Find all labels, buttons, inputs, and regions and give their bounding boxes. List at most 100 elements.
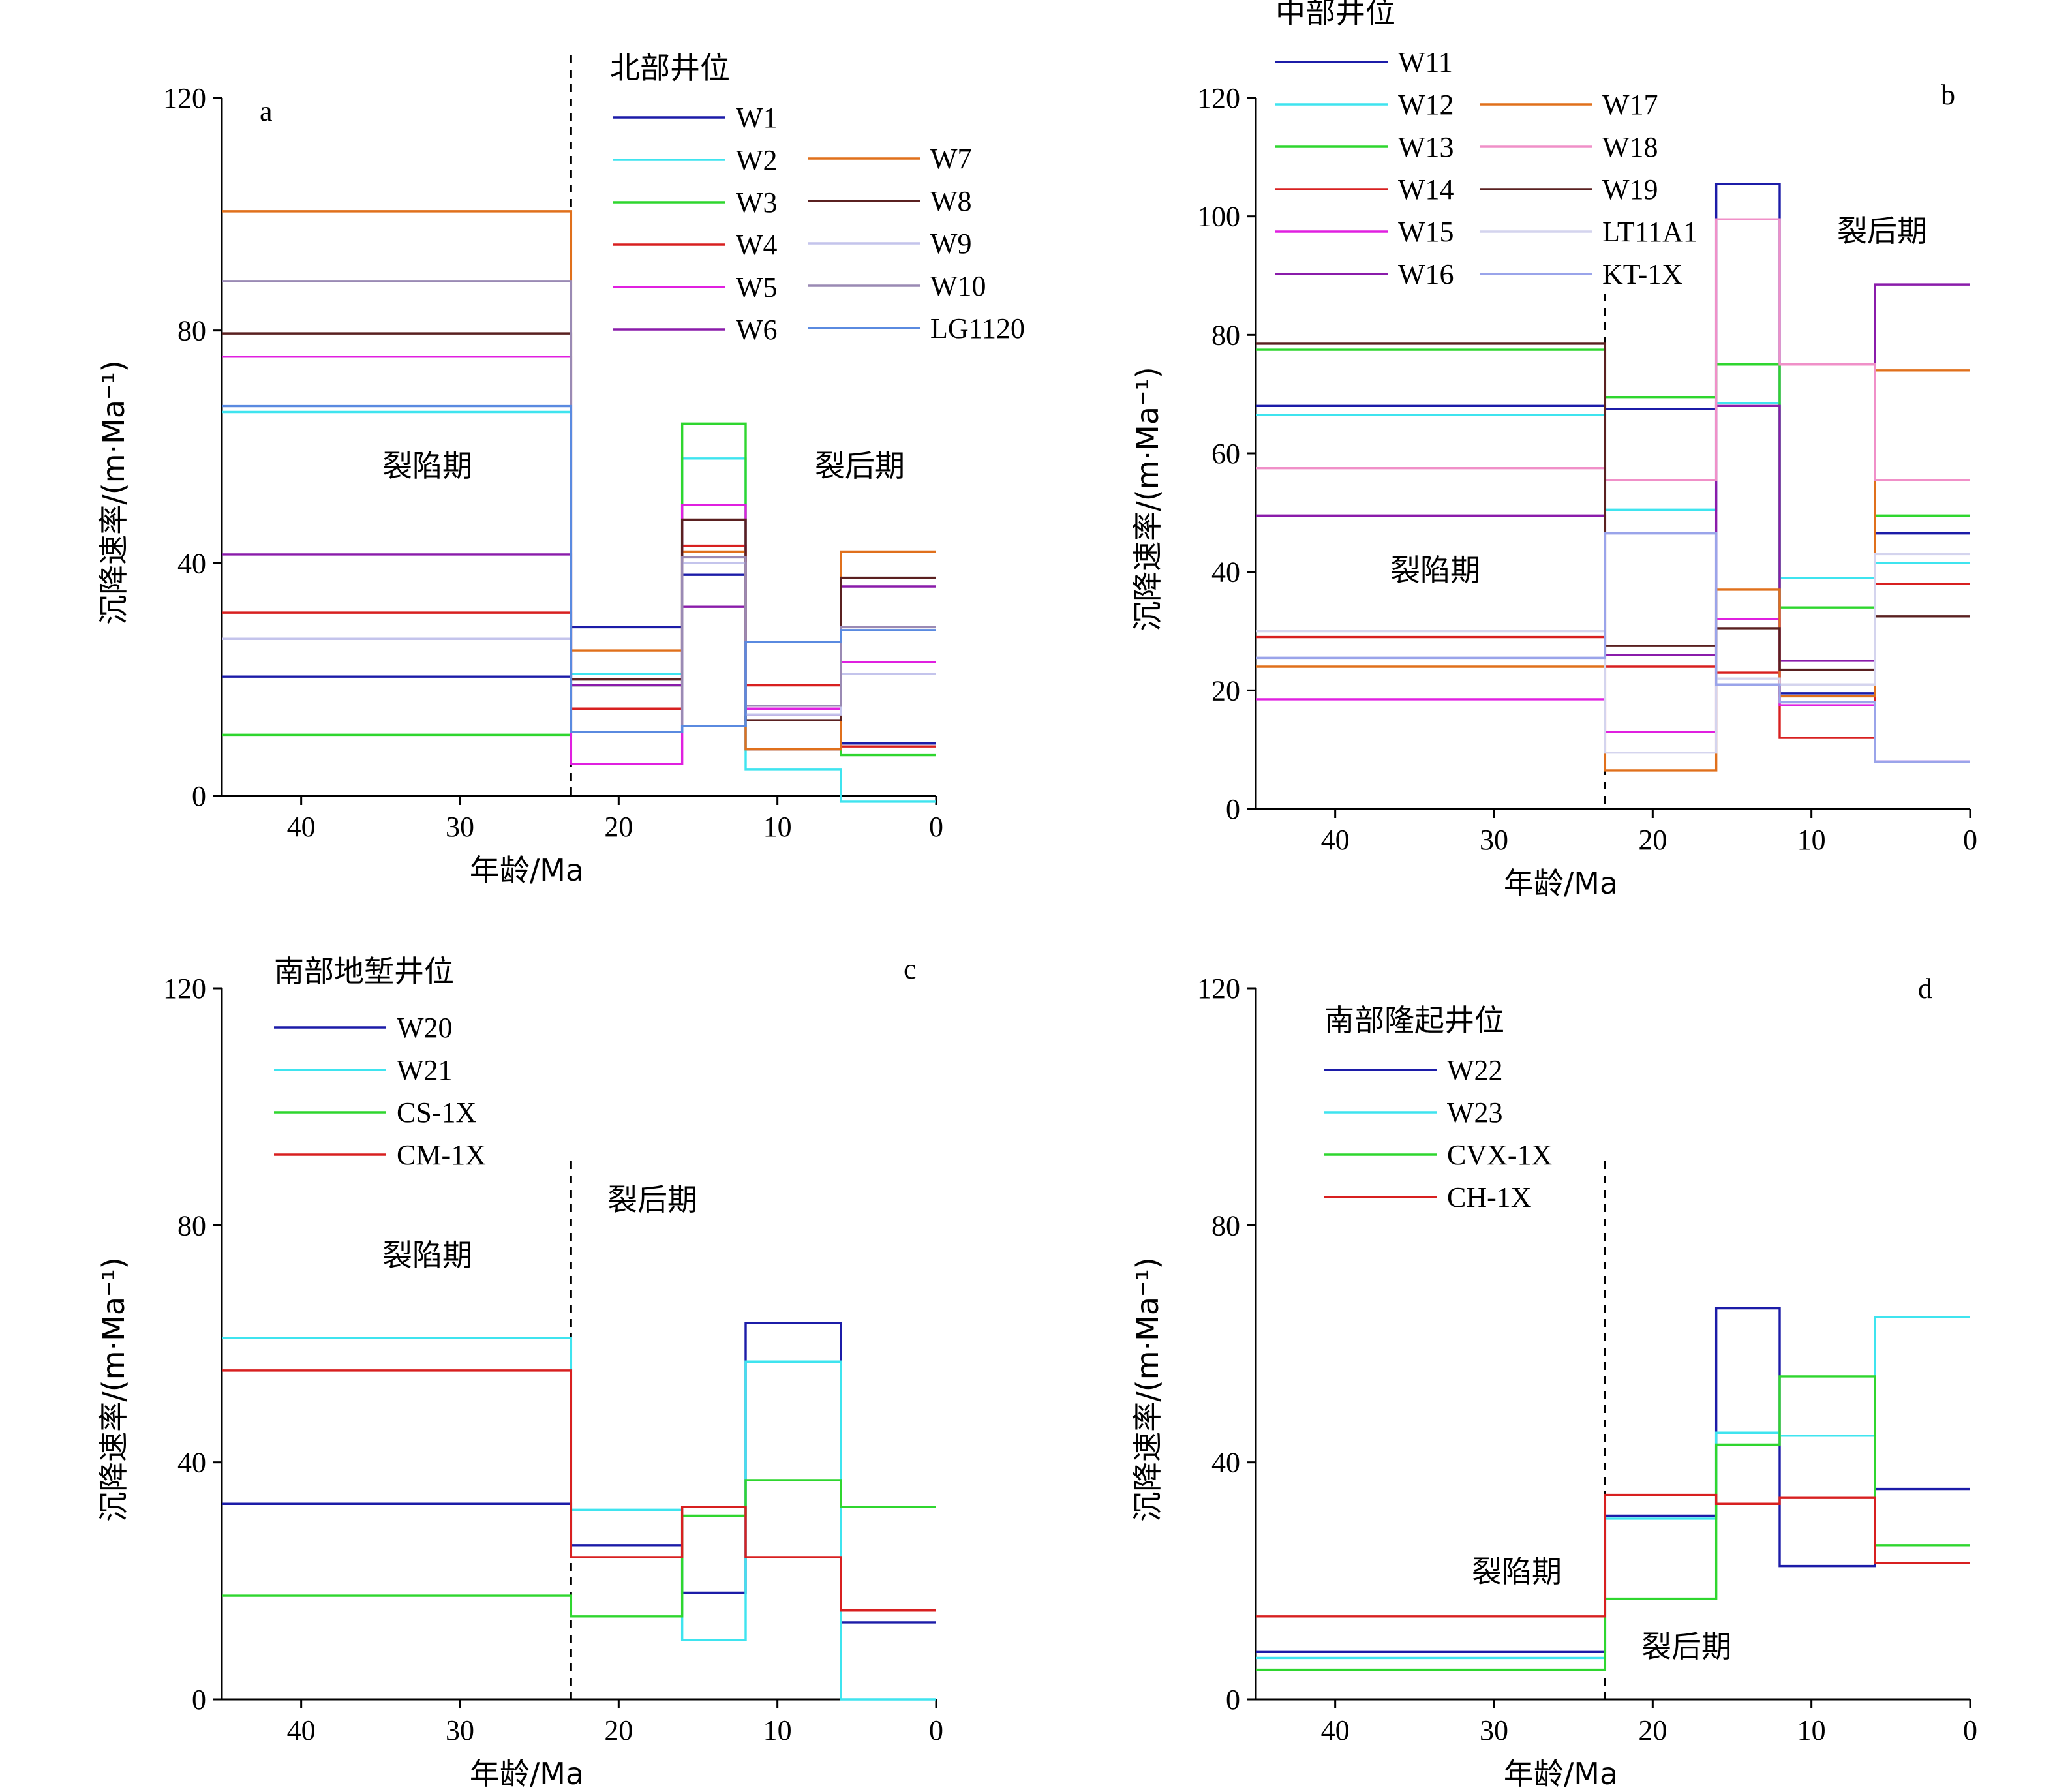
legend-entry-label: W5 (736, 271, 778, 303)
y-tick-label: 0 (192, 780, 206, 812)
legend-entry-label: W20 (397, 1012, 453, 1044)
y-tick-label: 120 (1197, 973, 1240, 1005)
panel-a: 0 40 80 120 40 30 20 10 0 年龄/Ma 沉降速率/(m·Ma⁻¹) a 北部井位… (96, 50, 1025, 888)
legend-entry-label: W12 (1398, 89, 1454, 121)
series-line-w1 (222, 573, 936, 751)
legend-entry-label: W4 (736, 229, 778, 261)
series-line-w20 (222, 1322, 936, 1624)
x-tick-label: 0 (1963, 1714, 1977, 1746)
y-tick-label: 120 (163, 973, 206, 1005)
series-line-w23 (1256, 1316, 1970, 1660)
y-tick-label: 40 (1211, 1447, 1240, 1479)
y-axis-label: 沉降速率/(m·Ma⁻¹) (1130, 367, 1165, 631)
series-line-w5 (222, 356, 936, 765)
series-line-lt11a1 (1256, 553, 1970, 754)
x-tick-label: 30 (1480, 824, 1508, 856)
series-line-w17 (1256, 369, 1970, 772)
y-tick-label: 80 (177, 315, 206, 347)
y-tick-label: 0 (1226, 1684, 1240, 1716)
x-tick-label: 30 (1480, 1714, 1508, 1746)
x-tick-label: 20 (604, 811, 633, 843)
y-tick-label: 120 (163, 82, 206, 114)
y-axis-label: 沉降速率/(m·Ma⁻¹) (1130, 1257, 1165, 1521)
legend-title: 北部井位 (610, 50, 730, 85)
phase-label: 裂后期 (1641, 1629, 1731, 1664)
panel-d: 0 40 80 120 40 30 20 10 0 年龄/Ma 沉降速率/(m·Ma⁻¹) d 南部隆起… (1130, 973, 1977, 1791)
legend-entry-label: W23 (1447, 1097, 1503, 1129)
y-tick-label: 80 (1211, 319, 1240, 351)
legend-entry-label: W1 (736, 102, 778, 134)
panel-c: 0 40 80 120 40 30 20 10 0 年龄/Ma 沉降速率/(m·Ma⁻¹) c 南部地堑… (96, 953, 943, 1791)
series-line-w22 (1256, 1307, 1970, 1654)
legend-entry-label: W2 (736, 144, 778, 176)
legend-entry-label: CM-1X (397, 1139, 486, 1171)
legend-entry-label: W8 (930, 185, 972, 217)
series-line-w13 (1256, 348, 1970, 609)
series-line-w21 (222, 1337, 936, 1701)
legend-title: 南部地堑井位 (274, 954, 454, 989)
x-tick-label: 20 (1638, 824, 1667, 856)
legend-entry-label: W7 (930, 143, 972, 175)
phase-label: 裂陷期 (1472, 1554, 1562, 1589)
phase-label: 裂后期 (607, 1182, 697, 1217)
legend-entry-label: W9 (930, 228, 972, 260)
y-tick-label: 0 (1226, 793, 1240, 825)
x-tick-label: 10 (1797, 824, 1826, 856)
series-line-w4 (222, 544, 936, 748)
panel-letter: b (1941, 79, 1955, 111)
legend-entry-label: W16 (1398, 258, 1454, 290)
series-line-w12 (1256, 402, 1970, 579)
y-tick-label: 40 (177, 1447, 206, 1479)
x-tick-label: 40 (287, 1714, 316, 1746)
legend-entry-label: W21 (397, 1054, 453, 1086)
y-tick-label: 80 (1211, 1209, 1240, 1241)
legend-entry-label: W19 (1602, 174, 1658, 205)
panel-letter: a (260, 95, 273, 127)
legend-entry-label: CVX-1X (1447, 1139, 1552, 1171)
y-tick-label: 40 (177, 547, 206, 579)
legend-entry-label: W14 (1398, 174, 1454, 205)
y-axis-label: 沉降速率/(m·Ma⁻¹) (96, 1257, 131, 1521)
series-line-w19 (1256, 342, 1970, 671)
y-tick-label: 0 (192, 1684, 206, 1716)
y-tick-label: 120 (1197, 82, 1240, 114)
x-tick-label: 30 (446, 811, 474, 843)
y-axis-label: 沉降速率/(m·Ma⁻¹) (96, 360, 131, 624)
legend-entry-label: LG1120 (930, 312, 1025, 344)
x-tick-label: 10 (763, 1714, 792, 1746)
x-axis-label: 年龄/Ma (470, 853, 584, 888)
legend-entry-label: LT11A1 (1602, 216, 1697, 248)
y-tick-label: 80 (177, 1209, 206, 1241)
series-line-w8 (222, 332, 936, 721)
x-tick-label: 20 (1638, 1714, 1667, 1746)
phase-label: 裂陷期 (382, 448, 472, 483)
legend-entry-label: W10 (930, 270, 986, 302)
series-line-kt-1x (1256, 532, 1970, 763)
panel-letter: c (904, 953, 917, 985)
legend-entry-label: W18 (1602, 131, 1658, 163)
phase-label: 裂后期 (815, 448, 905, 483)
series-line-cm-1x (222, 1369, 936, 1612)
x-axis-label: 年龄/Ma (1504, 866, 1618, 901)
x-axis-label: 年龄/Ma (470, 1756, 584, 1791)
legend-entry-label: W3 (736, 187, 778, 219)
phase-label: 裂陷期 (1390, 553, 1480, 588)
legend-entry-label: W6 (736, 314, 778, 346)
legend-entry-label: W13 (1398, 131, 1454, 163)
series-line-lg1120 (222, 404, 936, 733)
y-tick-label: 20 (1211, 675, 1240, 706)
x-tick-label: 10 (763, 811, 792, 843)
x-tick-label: 0 (1963, 824, 1977, 856)
series-line-w15 (1256, 618, 1970, 763)
x-tick-label: 10 (1797, 1714, 1826, 1746)
legend-entry-label: W17 (1602, 89, 1658, 121)
x-tick-label: 40 (1321, 824, 1350, 856)
y-tick-label: 40 (1211, 556, 1240, 588)
legend-entry-label: W22 (1447, 1054, 1503, 1086)
legend-entry-label: CS-1X (397, 1097, 476, 1129)
x-tick-label: 0 (929, 811, 943, 843)
x-axis-label: 年龄/Ma (1504, 1756, 1618, 1791)
x-tick-label: 40 (1321, 1714, 1350, 1746)
legend-entry-label: W11 (1398, 46, 1453, 78)
